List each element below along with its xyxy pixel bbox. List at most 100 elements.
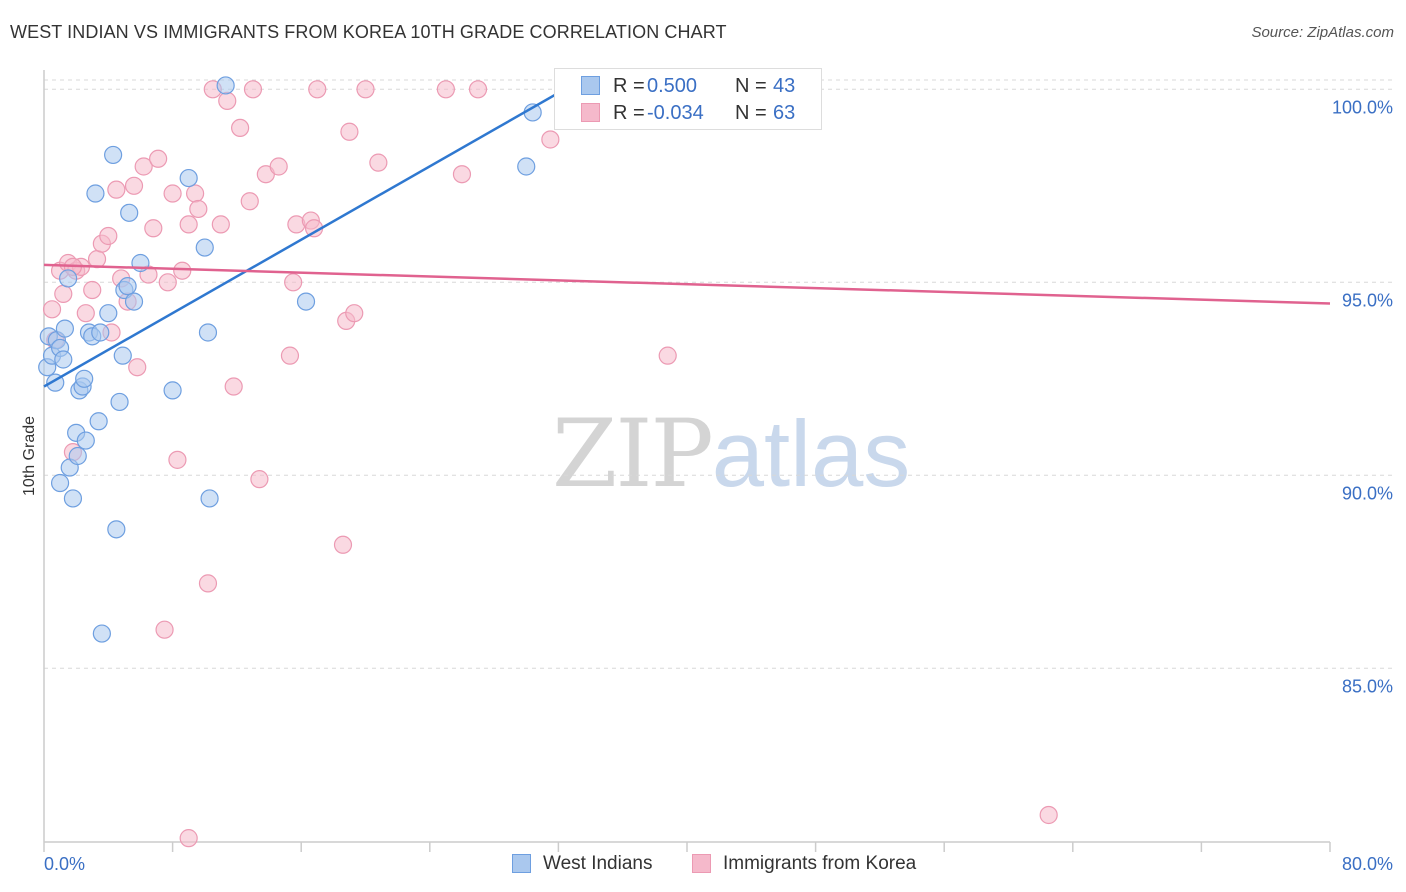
korea-point [149, 149, 168, 168]
y-tick-label: 100.0% [1332, 97, 1393, 117]
west-indians-point [59, 269, 78, 288]
korea-point [83, 280, 102, 300]
korea-trendline [43, 263, 1331, 305]
x-tick-label-min: 0.0% [44, 854, 85, 874]
legend-row-west-indians: R = 0.500 N = 43 [555, 73, 821, 99]
korea-point [468, 80, 488, 99]
trend-lines [43, 68, 1331, 388]
korea-point [107, 180, 126, 199]
west-indians-point [200, 489, 219, 508]
legend-label-korea: Immigrants from Korea [723, 853, 917, 874]
korea-point [333, 535, 353, 554]
korea-point [308, 80, 327, 99]
korea-point [124, 176, 144, 195]
korea-point [189, 199, 208, 219]
korea-point [198, 574, 218, 593]
korea-point [186, 184, 205, 203]
korea-point [452, 165, 472, 184]
legend-swatch-west-indians [512, 854, 531, 873]
korea-point [179, 829, 198, 848]
korea-point [134, 157, 153, 176]
west-indians-point [107, 520, 126, 539]
korea-point [280, 346, 300, 365]
west-indians-point [91, 323, 110, 342]
watermark-zip: ZIP [552, 400, 714, 509]
west-indians-point [198, 323, 218, 342]
west-indians-point [54, 350, 73, 369]
west-indians-point [163, 381, 182, 400]
legend-swatch-west-indians [581, 76, 600, 95]
west-indians-point [296, 292, 316, 311]
korea-point [218, 91, 237, 110]
legend-r-label: R = [613, 75, 645, 97]
korea-point [369, 153, 388, 172]
series-legend: West Indians Immigrants from Korea [0, 852, 1406, 878]
korea-point [243, 80, 263, 99]
tick-labels: 85.0% 90.0% 95.0% 100.0% 0.0% 80.0% [44, 97, 1393, 874]
west-indians-point [179, 168, 198, 188]
legend-swatch-korea [692, 854, 711, 873]
korea-point [76, 304, 95, 323]
korea-point [163, 184, 182, 203]
korea-point [168, 450, 187, 469]
legend-r-value: 0.500 [647, 75, 698, 97]
west-indians-point [110, 392, 129, 412]
west-indians-point [104, 145, 123, 165]
west-indians-point [63, 489, 83, 508]
legend-n-label: N = [735, 75, 767, 97]
korea-point [54, 284, 73, 303]
data-points [38, 76, 1058, 848]
korea-point [240, 192, 259, 211]
west-indians-point [50, 473, 70, 493]
west-indians-point [517, 157, 536, 176]
west-indians-trendline [43, 68, 600, 388]
korea-point [541, 130, 560, 149]
correlation-legend: R = 0.500 N = 43 R = -0.034 N = 63 [554, 68, 822, 130]
legend-swatch-korea [581, 103, 600, 122]
korea-point [87, 250, 107, 269]
axes [43, 70, 1331, 852]
west-indians-point [195, 238, 214, 257]
watermark-atlas: atlas [711, 401, 911, 506]
korea-point [269, 157, 288, 176]
korea-point [173, 261, 192, 280]
korea-point [231, 118, 250, 138]
korea-point [250, 470, 269, 489]
west-indians-point [75, 369, 94, 388]
korea-point [42, 300, 62, 319]
west-indians-point [92, 624, 111, 643]
west-indians-point [118, 277, 137, 296]
korea-point [340, 122, 359, 141]
west-indians-point [89, 412, 108, 431]
chart-source: Source: ZipAtlas.com [1251, 24, 1394, 41]
y-tick-label: 85.0% [1342, 676, 1393, 696]
chart-title: WEST INDIAN VS IMMIGRANTS FROM KOREA 10T… [10, 22, 727, 42]
korea-point [658, 346, 677, 365]
west-indians-point [86, 184, 105, 203]
west-indians-point [68, 446, 87, 466]
korea-point [284, 273, 303, 292]
west-indians-point [120, 203, 139, 222]
y-tick-label: 90.0% [1342, 483, 1393, 503]
west-indians-point [216, 76, 235, 95]
west-indians-point [113, 346, 132, 365]
korea-point [345, 304, 364, 323]
west-indians-point [124, 292, 144, 311]
legend-r-label: R = [613, 102, 645, 124]
zipatlas-watermark: ZIPatlas [552, 400, 910, 509]
korea-point [211, 215, 230, 234]
x-tick-label-max: 80.0% [1342, 854, 1393, 874]
korea-point [1039, 805, 1058, 825]
korea-point [356, 80, 375, 99]
korea-point [179, 215, 198, 234]
legend-n-label: N = [735, 102, 767, 124]
korea-point [436, 80, 455, 99]
korea-point [158, 273, 177, 292]
west-indians-point [76, 431, 95, 450]
korea-point [155, 620, 174, 639]
legend-label-west-indians: West Indians [543, 853, 653, 874]
west-indians-point [99, 304, 118, 323]
y-tick-label: 95.0% [1342, 290, 1393, 310]
legend-n-value: 63 [773, 102, 796, 124]
grid-lines [44, 79, 1394, 669]
